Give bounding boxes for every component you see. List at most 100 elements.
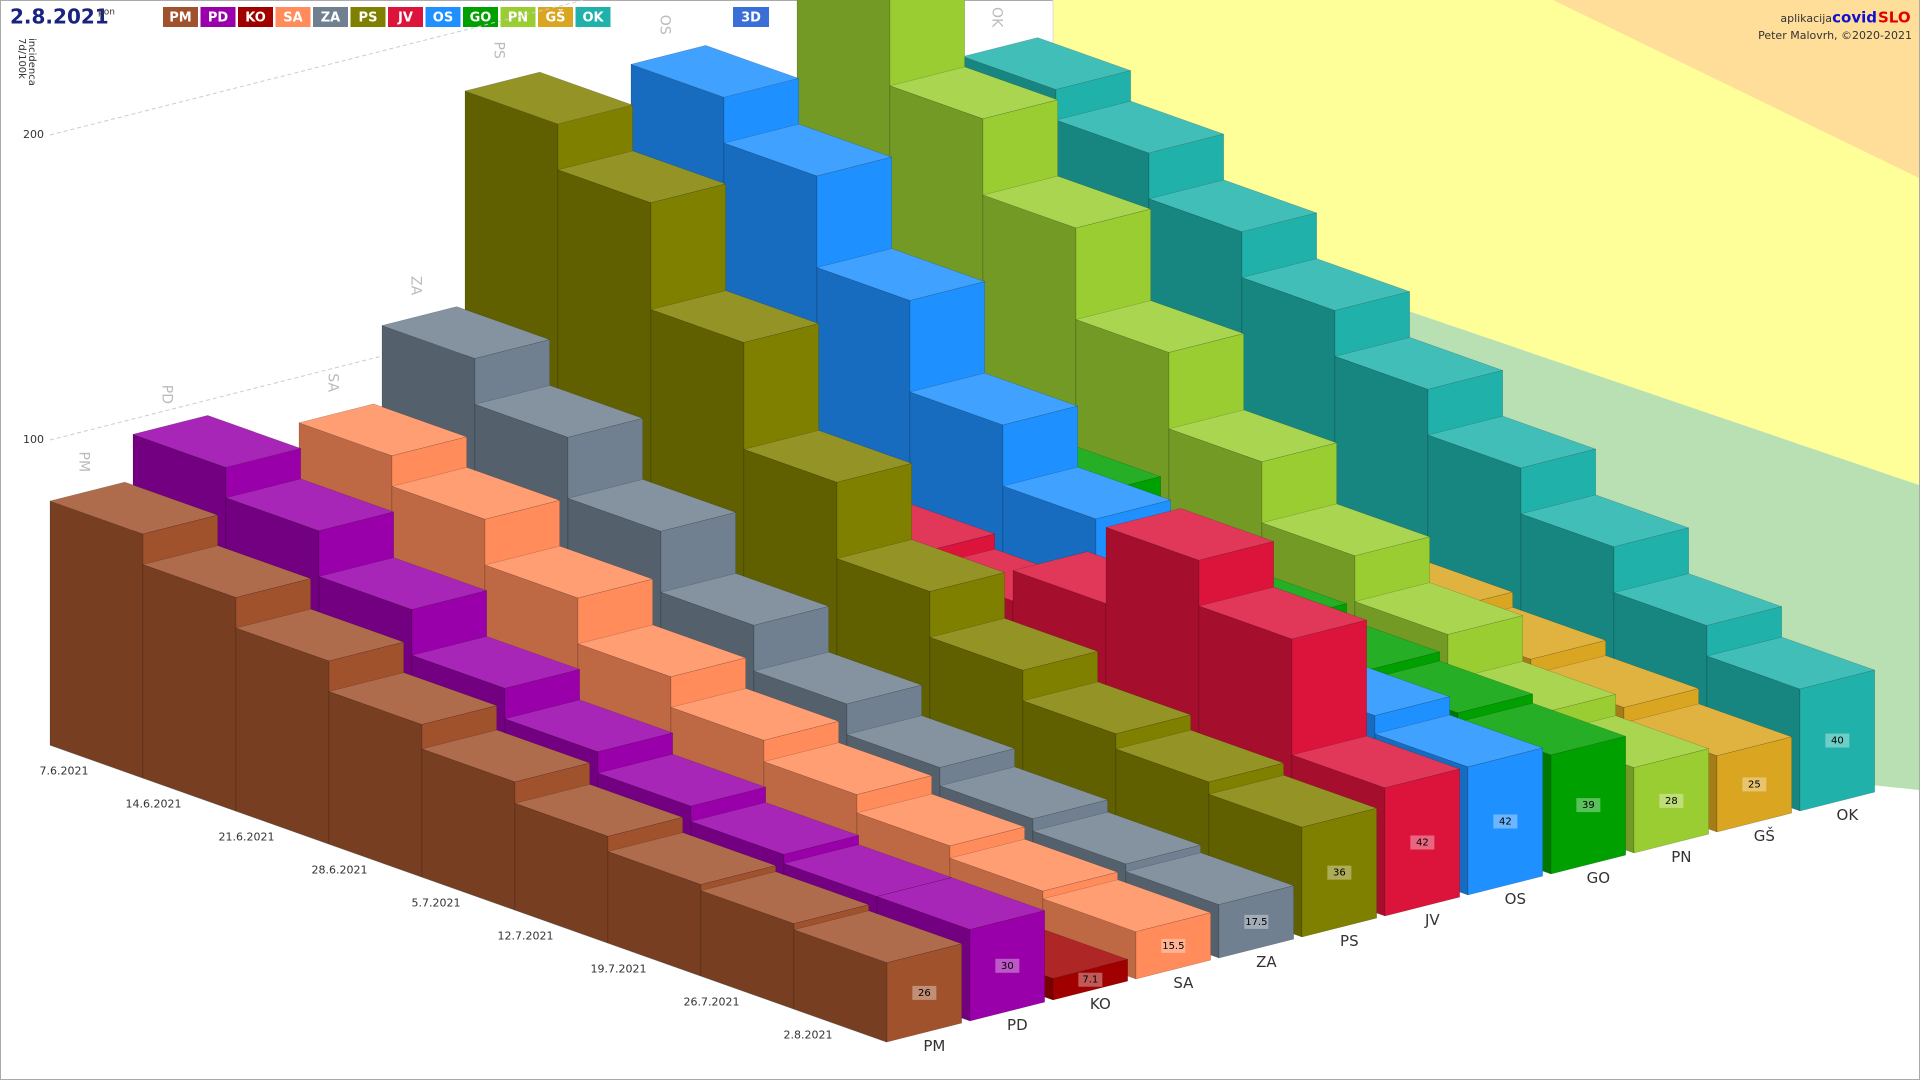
bar-side <box>49 500 144 779</box>
region-label: JV <box>1424 911 1440 929</box>
x-tick-label: 28.6.2021 <box>312 864 368 877</box>
x-tick-label: 2.8.2021 <box>784 1029 833 1042</box>
legend-label: GŠ <box>545 10 565 26</box>
value-label: 39 <box>1582 800 1595 811</box>
value-label-bg <box>1576 798 1601 813</box>
legend-swatch <box>425 7 461 27</box>
value-label-bg <box>1742 777 1767 792</box>
bar-front <box>1550 735 1626 875</box>
region-label: GO <box>1587 869 1610 887</box>
value-label-bg <box>1244 914 1269 929</box>
value-label: 25 <box>1748 779 1761 790</box>
legend-swatch <box>238 7 273 27</box>
value-label-bg <box>1825 733 1850 748</box>
x-tick-label: 5.7.2021 <box>412 897 461 910</box>
author: Peter Malovrh, ©2020-2021 <box>1758 29 1912 42</box>
bar-front <box>1052 959 1128 1001</box>
legend-label: PS <box>359 11 378 26</box>
legend-swatch <box>200 7 236 27</box>
grid-line <box>49 0 586 136</box>
region-label: PN <box>1671 848 1691 866</box>
value-label: 36 <box>1333 868 1346 879</box>
back-label: ZA <box>407 276 423 296</box>
back-label: PM <box>75 452 91 473</box>
legend-label: KO <box>245 11 266 26</box>
date-title: 2.8.2021 <box>10 5 109 29</box>
bar-front <box>1384 768 1460 917</box>
legend-label: JV <box>397 11 413 26</box>
wall-orange <box>1553 0 1919 178</box>
value-label: 7.1 <box>1082 975 1098 986</box>
bar: 26 <box>793 910 963 1043</box>
value-label-bg <box>1161 938 1186 953</box>
plot: 100 200 7.6.2021 14.6.2021 21.6.2021 28.6.202… <box>23 0 1876 1055</box>
legend-label: OS <box>433 11 453 26</box>
value-label-bg <box>1327 865 1352 880</box>
value-label-bg <box>1078 972 1103 987</box>
region-label: PD <box>1007 1016 1028 1034</box>
value-label: 17.5 <box>1245 917 1267 928</box>
weekday: pon <box>98 8 115 18</box>
legend-label: SA <box>283 11 302 26</box>
legend-label: ZA <box>321 11 341 26</box>
region-label: GŠ <box>1754 826 1775 845</box>
value-label: 30 <box>1001 961 1014 972</box>
value-label: 15.5 <box>1162 941 1184 952</box>
bar-front <box>1467 747 1543 896</box>
bar-front <box>1301 807 1377 938</box>
legend-label: OK <box>582 11 604 26</box>
x-tick-label: 12.7.2021 <box>498 930 554 943</box>
region-label: PS <box>1340 932 1359 950</box>
x-tick-label: 19.7.2021 <box>591 963 647 976</box>
value-label-bg <box>1659 793 1684 808</box>
value-label: 26 <box>918 988 931 999</box>
value-label-bg <box>1493 814 1518 829</box>
legend-swatch <box>500 7 536 27</box>
x-tick-label: 26.7.2021 <box>684 996 740 1009</box>
legend-swatch <box>163 7 198 27</box>
button-3d-bg[interactable] <box>733 7 769 27</box>
bar-front <box>1135 912 1211 980</box>
region-label: OS <box>1505 890 1526 908</box>
value-label: 42 <box>1416 838 1429 849</box>
legend-swatch <box>275 7 311 27</box>
legend-label: PD <box>208 11 229 26</box>
x-tick-label: 21.6.2021 <box>219 831 275 844</box>
bar-front <box>886 943 962 1043</box>
bar-front <box>969 910 1045 1022</box>
region-label: KO <box>1090 995 1111 1013</box>
wall-yellow <box>1053 0 1919 485</box>
region-label: PM <box>923 1037 945 1055</box>
value-label-bg <box>1410 835 1435 850</box>
legend-swatch <box>463 7 498 27</box>
back-label: SA <box>324 373 340 392</box>
legend-swatch <box>313 7 348 27</box>
legend-swatch <box>350 7 386 27</box>
bar-side <box>142 564 237 812</box>
bar-front <box>1218 885 1294 959</box>
value-label: 28 <box>1665 796 1678 807</box>
bar-front <box>1716 736 1792 833</box>
app-label: aplikacija <box>1780 12 1832 25</box>
x-tick-label: 7.6.2021 <box>40 765 89 778</box>
x-tick-label: 14.6.2021 <box>126 798 182 811</box>
legend-label: GO <box>470 11 492 26</box>
legend-swatch <box>388 7 423 27</box>
region-label: ZA <box>1256 953 1277 971</box>
value-label-bg <box>995 958 1020 973</box>
button-3d[interactable]: 3D <box>741 11 761 26</box>
y-label: 7d/100k <box>16 38 27 79</box>
back-label: PS <box>490 42 506 59</box>
region-label: SA <box>1173 974 1194 992</box>
value-label-bg <box>912 985 937 1000</box>
y-tick-label: 200 <box>23 128 44 141</box>
legend-swatch <box>575 7 611 27</box>
legend-label: PM <box>169 11 191 26</box>
legend-swatch <box>538 7 573 27</box>
back-label: OK <box>988 7 1004 28</box>
y-tick-label: 100 <box>23 433 44 446</box>
back-label: OS <box>656 15 672 35</box>
back-label: PD <box>158 385 174 404</box>
